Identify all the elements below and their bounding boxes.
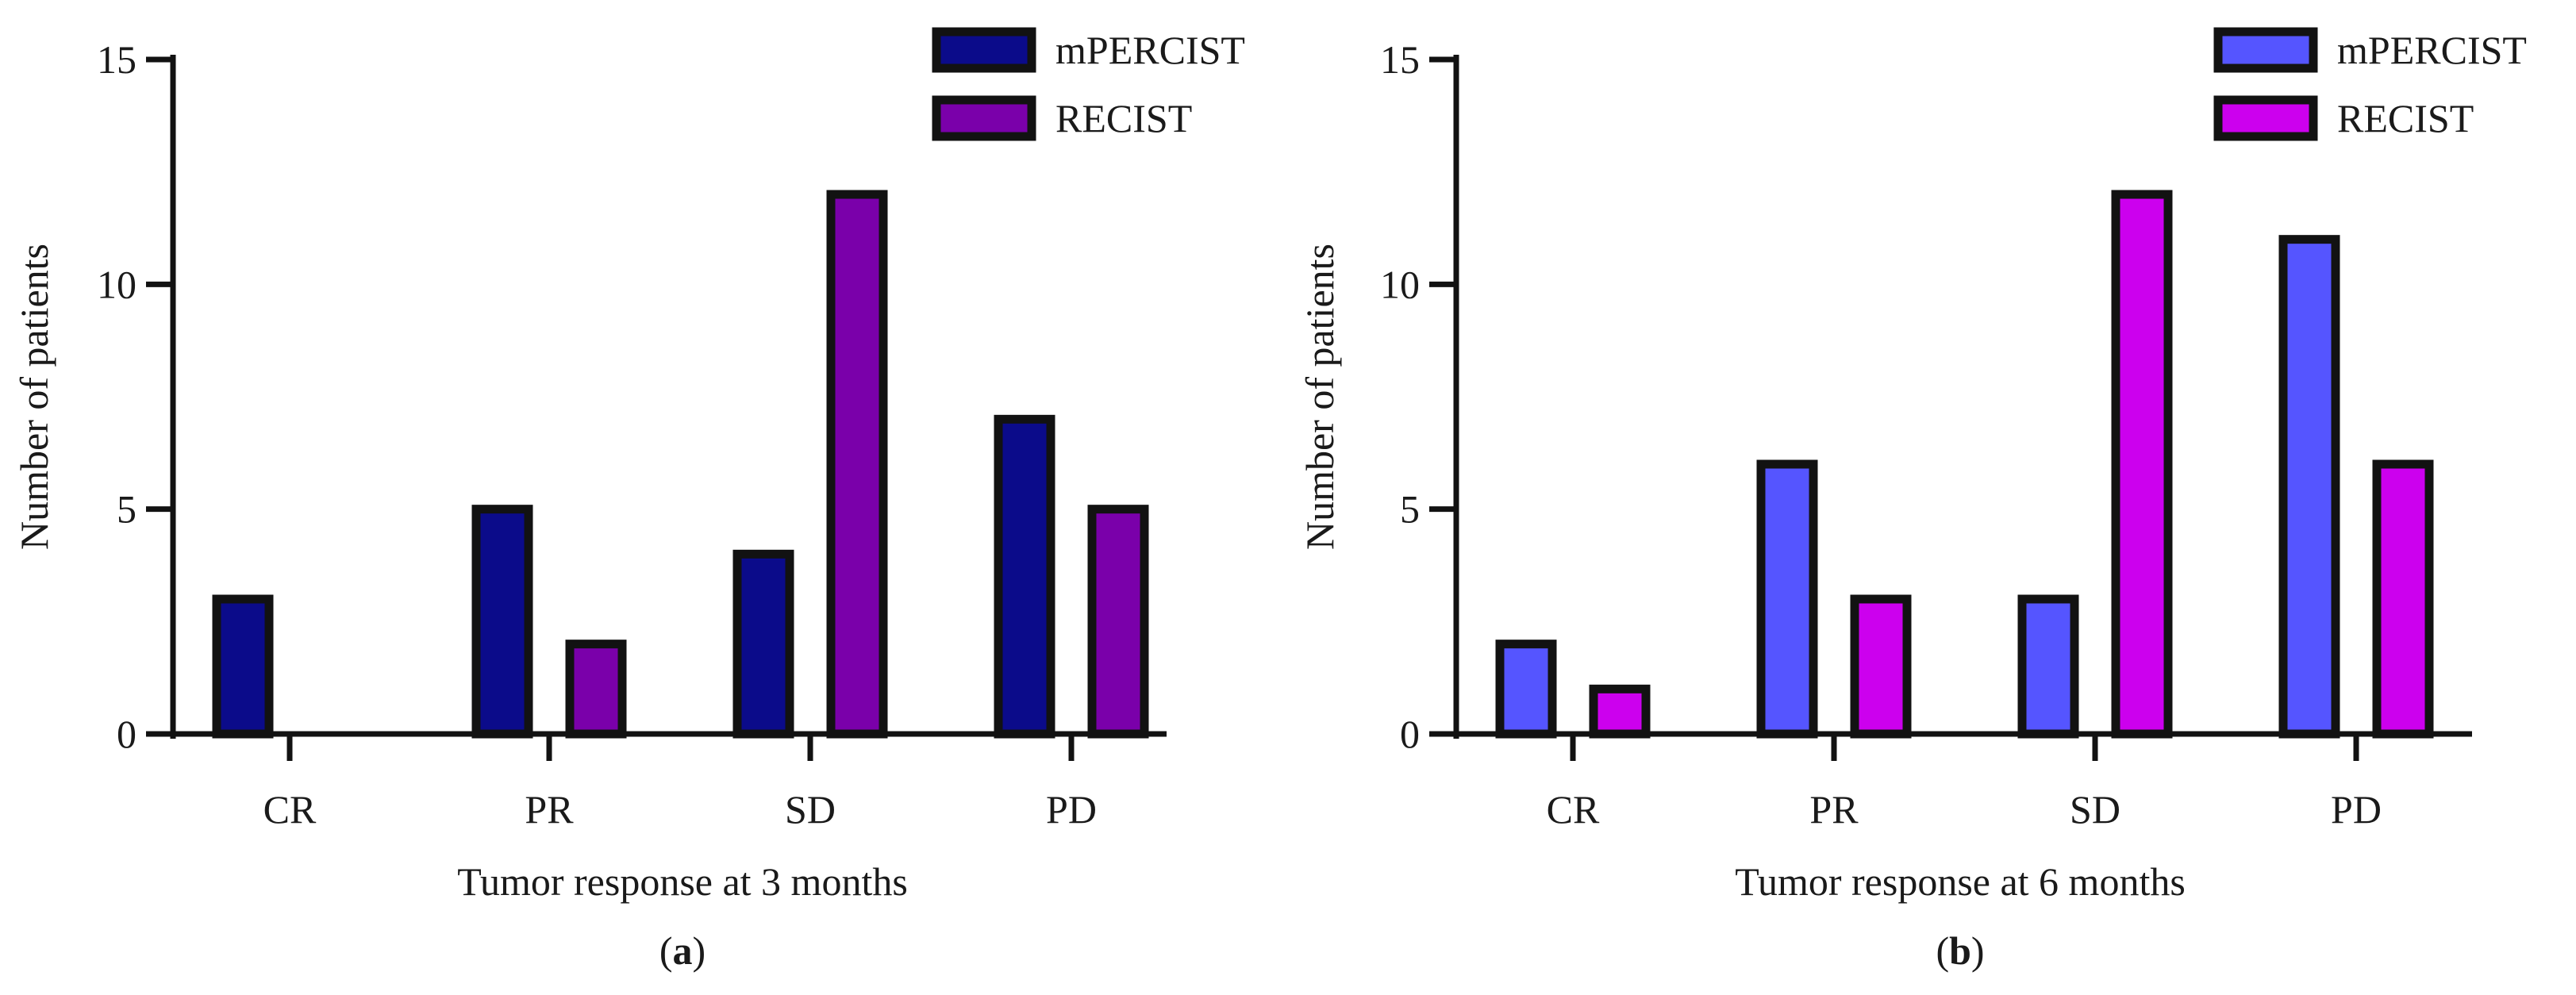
bar-mpercist-pd	[2278, 235, 2340, 739]
panel-caption-letter: a	[673, 928, 693, 973]
x-axis-title: Tumor response at 3 months	[457, 859, 908, 904]
bar-mpercist-cr	[1495, 640, 1557, 739]
x-tick-label: SD	[785, 787, 836, 832]
panel-caption-open: (	[659, 928, 673, 973]
bar-recist-pr	[1850, 594, 1912, 739]
bar-recist-sd	[2111, 190, 2173, 739]
bar-mpercist-cr	[212, 594, 274, 739]
x-axis-title: Tumor response at 6 months	[1735, 859, 2186, 904]
x-tick-label: CR	[263, 787, 317, 832]
y-tick-label: 10	[97, 262, 136, 306]
bar-mpercist-sd	[2017, 594, 2079, 739]
panel-caption-close: )	[693, 928, 706, 973]
legend-label: mPERCIST	[1055, 28, 1245, 72]
x-tick-label: PR	[525, 787, 574, 832]
y-tick-label: 15	[97, 37, 136, 82]
legend-swatch	[2213, 27, 2318, 73]
panel-caption-open: (	[1936, 928, 1949, 973]
x-tick-label: PD	[1046, 787, 1097, 832]
y-tick-label: 5	[1400, 487, 1420, 532]
bar-mpercist-pr	[1756, 459, 1818, 739]
bar-recist-pd	[2372, 459, 2434, 739]
chart-panel-b: 0 5 10 15 CR PR SD PD Tumor response at 6 months…	[1298, 27, 2527, 973]
y-tick-label: 0	[117, 712, 136, 756]
bar-recist-cr	[1589, 684, 1651, 739]
legend-label: RECIST	[1055, 96, 1192, 140]
x-tick-label: CR	[1547, 787, 1600, 832]
bar-recist-pd	[1087, 505, 1149, 739]
bar-recist-pr	[565, 640, 627, 739]
legend-swatch	[2213, 95, 2318, 141]
x-tick-label: PR	[1809, 787, 1859, 832]
y-axis-title: Number of patients	[1298, 244, 1342, 550]
bar-mpercist-pd	[994, 414, 1055, 739]
x-tick-label: PD	[2331, 787, 2382, 832]
bar-recist-sd	[826, 190, 888, 739]
legend-swatch	[932, 95, 1036, 141]
y-tick-label: 5	[117, 487, 136, 532]
legend-label: mPERCIST	[2337, 28, 2527, 72]
panel-caption: (b)	[1936, 928, 1984, 973]
y-axis-title: Number of patients	[12, 244, 56, 550]
panel-caption-letter: b	[1949, 928, 1971, 973]
legend-swatch	[932, 27, 1036, 73]
y-tick-label: 0	[1400, 712, 1420, 756]
chart-panel-a: 0 5 10 15 CR PR SD PD Tumor response at 3 months…	[12, 27, 1245, 973]
panel-caption: (a)	[659, 928, 706, 973]
x-tick-label: SD	[2070, 787, 2120, 832]
y-tick-label: 10	[1380, 262, 1420, 306]
panel-caption-close: )	[1971, 928, 1985, 973]
y-tick-label: 15	[1380, 37, 1420, 82]
legend-label: RECIST	[2337, 96, 2474, 140]
bar-mpercist-sd	[732, 549, 794, 739]
bar-mpercist-pr	[471, 505, 533, 739]
